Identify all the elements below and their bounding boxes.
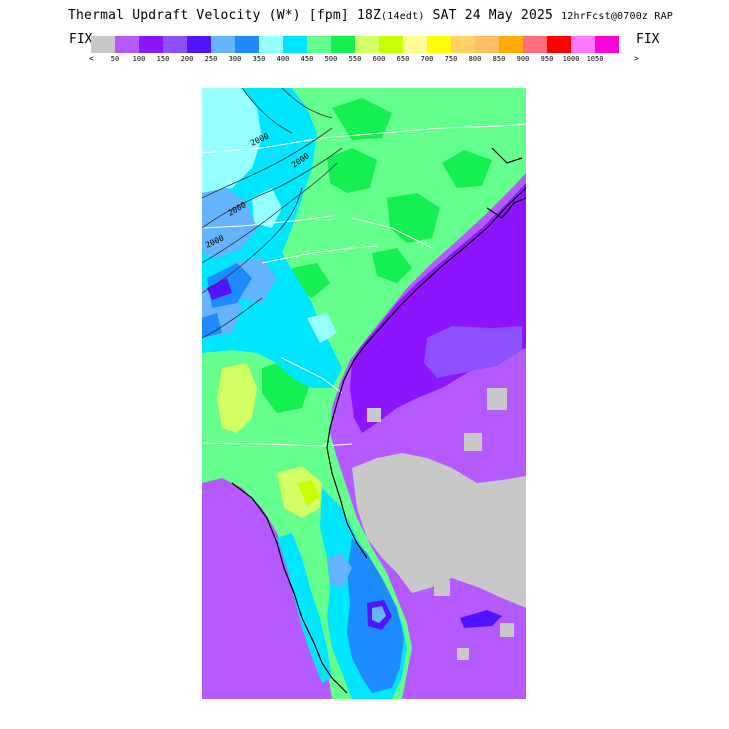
scale-swatch: [235, 36, 259, 53]
offshore-indigo-patch: [424, 326, 522, 378]
title-date: SAT 24 May 2025: [424, 8, 562, 23]
scale-tick-label: 850: [492, 55, 506, 63]
scale-swatch: [403, 36, 427, 53]
offshore-purple-zone: [350, 183, 526, 433]
scale-swatch: [379, 36, 403, 53]
scale-tick-label: 950: [540, 55, 554, 63]
scale-swatch: [307, 36, 331, 53]
offshore-gray-zone: [352, 453, 526, 608]
yellowgreen-region: [277, 466, 322, 518]
scale-swatch: [355, 36, 379, 53]
gray-patch: [434, 580, 450, 596]
blue-region: [207, 278, 232, 300]
offshore-blue-streak: [460, 610, 502, 628]
thermal-map: 2000 2000 2000 2000: [202, 88, 526, 699]
green-patch: [332, 98, 392, 140]
scale-tick-label: 500: [324, 55, 338, 63]
scale-tick-label: 300: [228, 55, 242, 63]
state-borders: [202, 123, 526, 447]
title-forecast: 12hrFcst@0700z RAP: [561, 11, 674, 22]
scale-swatch: [523, 36, 547, 53]
scale-right-arrow: >: [634, 54, 639, 63]
green-patch: [372, 248, 412, 283]
gray-patch: [487, 388, 507, 410]
gray-patch: [500, 623, 514, 637]
yellowgreen-region: [217, 363, 257, 433]
scale-swatch: [91, 36, 115, 53]
scale-swatch: [211, 36, 235, 53]
scale-swatch: [115, 36, 139, 53]
scale-tick-label: 150: [156, 55, 170, 63]
scale-swatch: [499, 36, 523, 53]
scale-swatch: [595, 36, 619, 53]
scale-swatch: [163, 36, 187, 53]
scale-swatch: [451, 36, 475, 53]
scale-swatch: [331, 36, 355, 53]
scale-tick-label: 250: [204, 55, 218, 63]
scale-swatch: [427, 36, 451, 53]
gray-patch: [464, 433, 482, 451]
scale-tick-label: 50: [110, 55, 120, 63]
scale-tick-label: 650: [396, 55, 410, 63]
scale-tick-label: 700: [420, 55, 434, 63]
paleaqua-region: [307, 313, 337, 343]
gray-patch: [367, 408, 381, 422]
fix-left-label: FIX: [69, 32, 93, 47]
green-patch: [387, 193, 440, 243]
title-main: Thermal Updraft Velocity (W*) [fpm] 18Z: [68, 8, 382, 23]
scale-tick-label: 450: [300, 55, 314, 63]
scale-tick-label: 550: [348, 55, 362, 63]
scale-swatch: [259, 36, 283, 53]
scale-swatch: [139, 36, 163, 53]
paleaqua-region: [252, 188, 282, 228]
gulf-coast-cyan: [277, 533, 332, 683]
chart-title: Thermal Updraft Velocity (W*) [fpm] 18Z(…: [68, 8, 673, 23]
scale-tick-label: 750: [444, 55, 458, 63]
paleaqua-region: [202, 88, 262, 193]
scale-tick-label: 400: [276, 55, 290, 63]
color-scale: [91, 36, 619, 53]
scale-swatch: [283, 36, 307, 53]
blue-region: [202, 313, 222, 338]
scale-tick-label: 900: [516, 55, 530, 63]
lightblue-region: [202, 188, 257, 258]
green-patch: [327, 148, 377, 193]
scale-swatch: [571, 36, 595, 53]
gray-patch: [457, 648, 469, 660]
scale-tick-label: 1000: [562, 55, 580, 63]
color-scale-ticks: < > 50 100 150 200 250 300 350 400 450 500 550 600 6…: [80, 54, 660, 67]
scale-swatch: [475, 36, 499, 53]
scale-left-arrow: <: [89, 54, 94, 63]
scale-tick-label: 350: [252, 55, 266, 63]
scale-tick-label: 600: [372, 55, 386, 63]
gulf-coast-region: [202, 478, 332, 699]
florida-lightblue: [327, 553, 352, 588]
scale-tick-label: 800: [468, 55, 482, 63]
chartreuse-region: [297, 480, 320, 506]
lake-okeechobee: [372, 606, 386, 623]
scale-tick-label: 1050: [586, 55, 604, 63]
green-patch: [442, 150, 492, 188]
title-local-time: (14edt): [381, 11, 425, 22]
scale-swatch: [187, 36, 211, 53]
scale-tick-label: 100: [132, 55, 146, 63]
scale-swatch: [547, 36, 571, 53]
scale-tick-label: 200: [180, 55, 194, 63]
coastline: [231, 147, 526, 694]
contour-lines: [202, 88, 343, 339]
fix-right-label: FIX: [636, 32, 660, 47]
